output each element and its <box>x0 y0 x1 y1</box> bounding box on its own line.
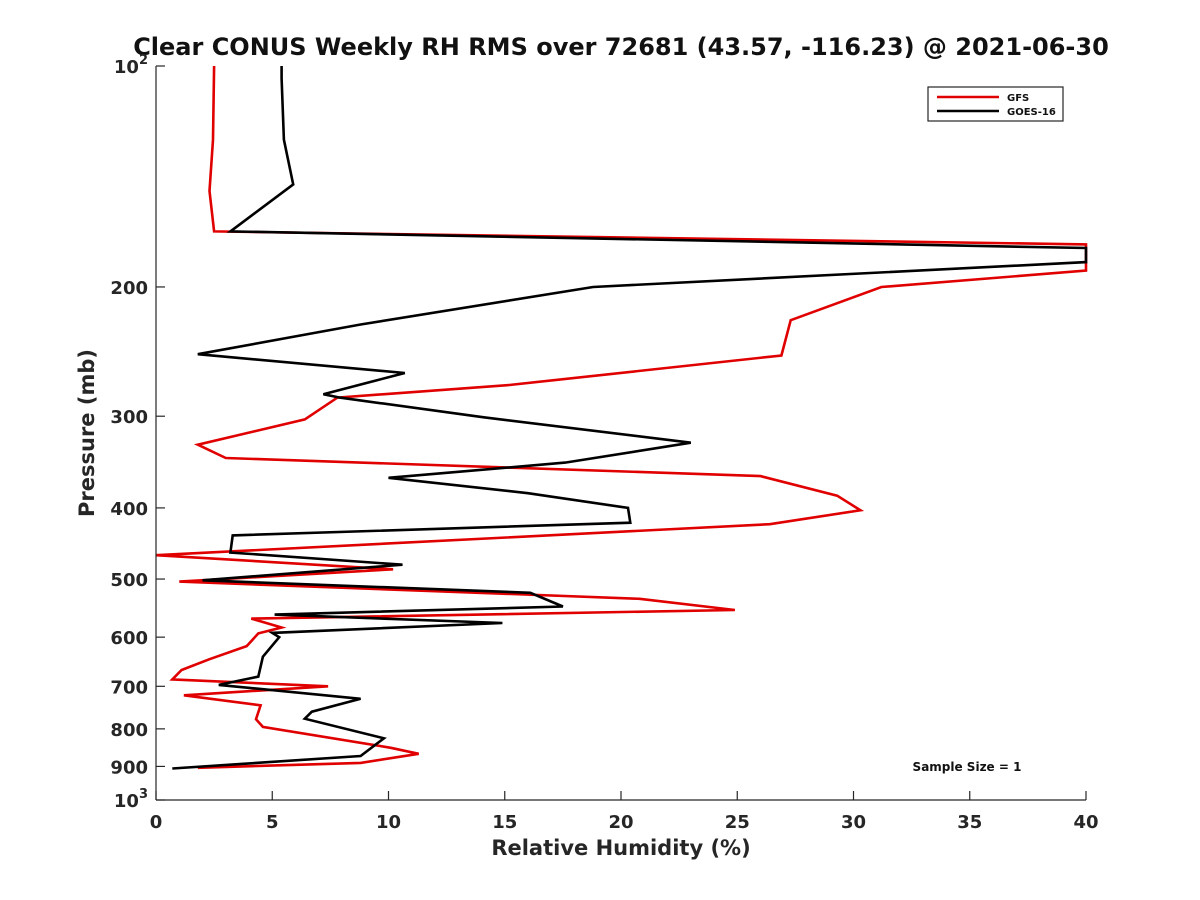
x-tick-label: 20 <box>608 812 633 833</box>
y-tick-label: 800 <box>110 720 148 741</box>
y-tick-label: 200 <box>110 278 148 299</box>
sample-size-annotation: Sample Size = 1 <box>913 760 1022 774</box>
x-tick-label: 0 <box>150 812 163 833</box>
x-tick-label: 15 <box>492 812 517 833</box>
x-tick-label: 25 <box>725 812 750 833</box>
x-axis-label: Relative Humidity (%) <box>491 836 750 860</box>
x-tick-label: 40 <box>1073 812 1098 833</box>
x-tick-label: 10 <box>376 812 401 833</box>
axes: 0 5 10 15 20 25 30 35 40 102 200 300 400 500 600 700 800… <box>110 53 1098 833</box>
legend-label: GOES-16 <box>1007 107 1056 118</box>
y-tick-label: 400 <box>110 499 148 520</box>
y-tick-label: 600 <box>110 628 148 649</box>
y-tick-label: 500 <box>110 570 148 591</box>
y-tick-label: 103 <box>114 787 148 812</box>
chart-title: Clear CONUS Weekly RH RMS over 72681 (43… <box>133 33 1109 61</box>
y-tick-label: 700 <box>110 677 148 698</box>
x-tick-label: 30 <box>841 812 866 833</box>
x-tick-label: 5 <box>266 812 279 833</box>
series-line-goes-16 <box>172 66 1088 770</box>
y-axis-label: Pressure (mb) <box>75 349 99 517</box>
legend: GFS GOES-16 <box>927 86 1064 122</box>
y-tick-label: 300 <box>110 407 148 428</box>
plot-area <box>155 65 1088 770</box>
y-tick-label: 102 <box>114 53 148 78</box>
series-line-gfs <box>155 65 1088 770</box>
legend-box <box>927 86 1064 122</box>
legend-label: GFS <box>1007 93 1029 104</box>
x-tick-label: 35 <box>957 812 982 833</box>
y-tick-label: 900 <box>110 757 148 778</box>
